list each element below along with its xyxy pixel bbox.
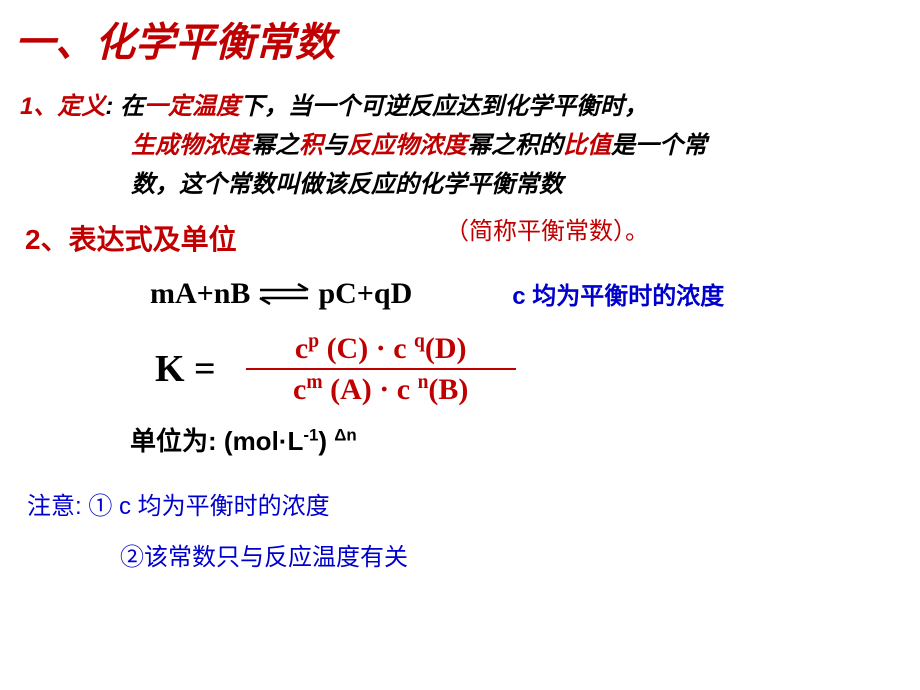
k-expression-row: K = cp (C) · c q(D) cm (A) · c n(B): [155, 329, 905, 409]
main-title: 一、化学平衡常数: [15, 10, 905, 68]
equilibrium-arrows-icon: [256, 281, 312, 307]
reaction-equation-row: mA+nB pC+qD c 均为平衡时的浓度: [150, 276, 905, 311]
def-highlight: 生成物浓度: [131, 132, 251, 159]
circled-1-icon: ①: [88, 493, 112, 520]
footnote-2: ②该常数只与反应温度有关: [120, 537, 905, 572]
colon: :: [105, 93, 113, 120]
k-label: K =: [155, 347, 216, 391]
equation-left: mA+nB: [150, 277, 250, 311]
def-highlight: 比值: [563, 132, 611, 159]
equation-right: pC+qD: [318, 277, 412, 311]
def-text: 是一个常: [611, 132, 707, 159]
note2-text: 该常数只与反应温度有关: [144, 544, 408, 571]
unit-value: (mol·L-1) Δn: [224, 426, 357, 456]
unit-row: 单位为: (mol·L-1) Δn: [130, 421, 905, 458]
unit-label: 单位为:: [130, 426, 217, 456]
k-fraction: cp (C) · c q(D) cm (A) · c n(B): [246, 329, 516, 409]
note-label: 注意:: [27, 493, 82, 520]
definition-line1: 1、定义: 在一定温度下，当一个可逆反应达到化学平衡时，: [20, 86, 905, 121]
def-text: 在: [120, 93, 144, 120]
def-highlight: 积: [299, 132, 323, 159]
concentration-note: c 均为平衡时的浓度: [512, 276, 724, 311]
def-text: 幂之: [251, 132, 299, 159]
def-text: 幂之积的: [467, 132, 563, 159]
def-highlight: 反应物浓度: [347, 132, 467, 159]
circled-2-icon: ②: [120, 544, 144, 571]
def-text: 下，当一个可逆反应达到化学平衡时，: [240, 93, 648, 120]
def-text: 与: [323, 132, 347, 159]
footnote-1: 注意: ① c 均为平衡时的浓度: [27, 486, 905, 521]
definition-line2: 生成物浓度幂之积与反应物浓度幂之积的比值是一个常: [131, 125, 905, 160]
fraction-numerator: cp (C) · c q(D): [287, 329, 475, 368]
reaction-equation: mA+nB pC+qD: [150, 277, 412, 311]
def-highlight: 一定温度: [144, 93, 240, 120]
note1-text: c 均为平衡时的浓度: [112, 493, 329, 520]
definition-line3: 数，这个常数叫做该反应的化学平衡常数: [131, 164, 905, 199]
def-label: 1、定义: [20, 93, 105, 120]
fraction-denominator: cm (A) · c n(B): [285, 370, 476, 409]
